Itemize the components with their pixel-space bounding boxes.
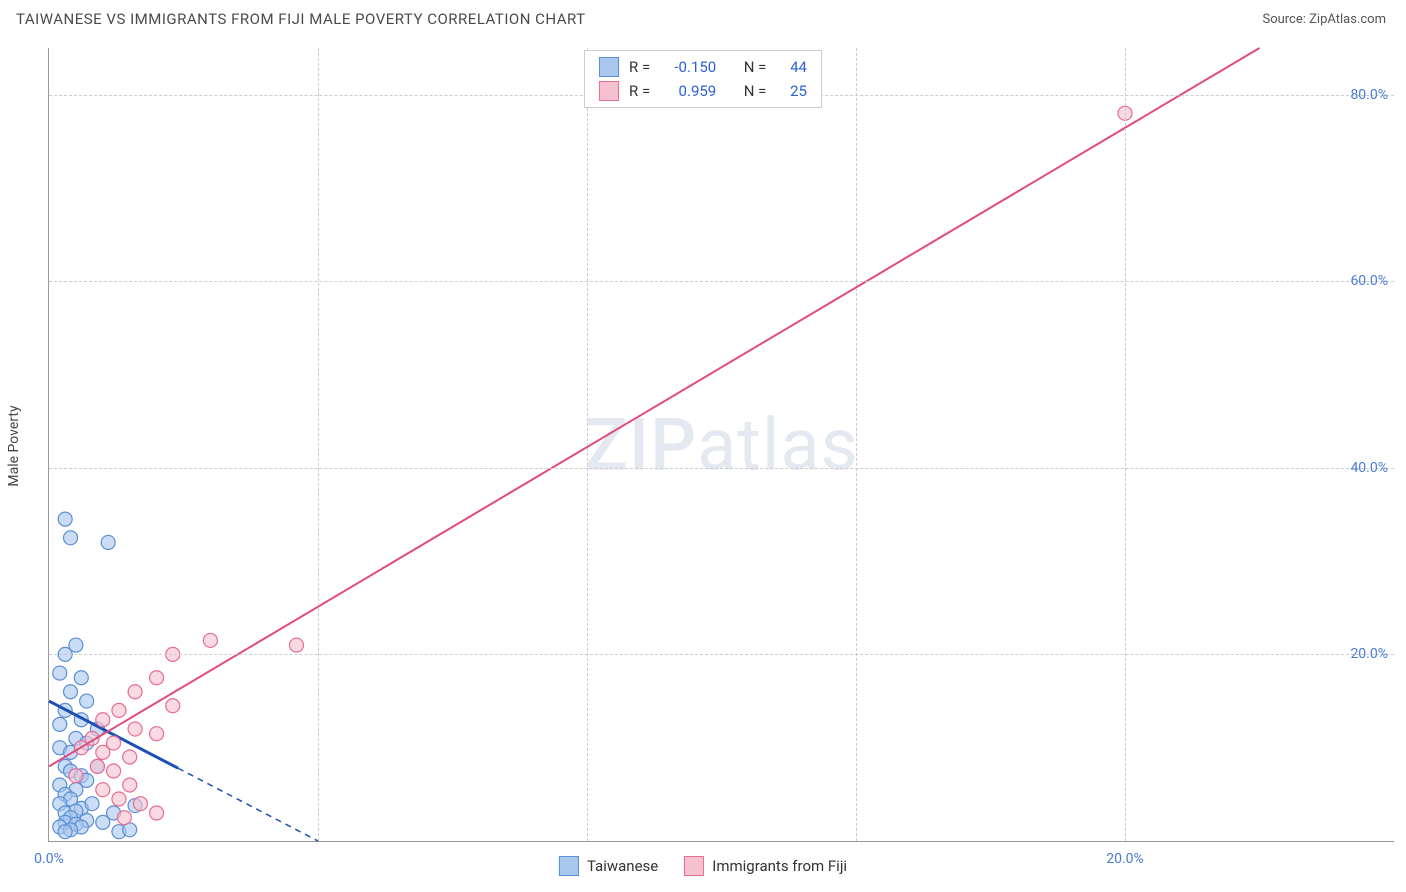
stat-n-label: N = <box>744 79 767 103</box>
stat-n-value: 44 <box>790 55 807 79</box>
data-point <box>150 727 164 741</box>
chart-header: TAIWANESE VS IMMIGRANTS FROM FIJI MALE P… <box>0 0 1406 34</box>
data-point <box>166 699 180 713</box>
data-point <box>112 703 126 717</box>
data-point <box>64 531 78 545</box>
data-point <box>58 825 72 839</box>
data-point <box>96 745 110 759</box>
stat-r-label: R = <box>629 55 650 79</box>
legend-item: Taiwanese <box>559 856 658 876</box>
legend-label: Taiwanese <box>587 857 658 875</box>
data-point <box>123 750 137 764</box>
legend-swatch <box>559 856 579 876</box>
scatter-svg <box>49 48 1394 841</box>
plot-area: ZIPatlas 20.0%40.0%60.0%80.0%0.0%20.0% <box>48 48 1394 842</box>
data-point <box>74 671 88 685</box>
gridline-h <box>49 654 1394 655</box>
stat-r-value: 0.959 <box>660 79 716 103</box>
legend: Taiwanese Immigrants from Fiji <box>559 856 847 876</box>
data-point <box>128 722 142 736</box>
data-point <box>90 759 104 773</box>
data-point <box>101 535 115 549</box>
gridline-h <box>49 281 1394 282</box>
y-axis-label: Male Poverty <box>6 405 22 486</box>
legend-swatch <box>599 57 619 77</box>
data-point <box>53 717 67 731</box>
stat-r-label: R = <box>629 79 650 103</box>
legend-item: Immigrants from Fiji <box>684 856 847 876</box>
gridline-v <box>1125 48 1126 841</box>
data-point <box>112 792 126 806</box>
data-point <box>64 685 78 699</box>
data-point <box>69 769 83 783</box>
data-point <box>58 512 72 526</box>
data-point <box>107 764 121 778</box>
y-tick-label: 40.0% <box>1350 460 1388 476</box>
data-point <box>150 671 164 685</box>
trend-line <box>49 48 1260 766</box>
trend-line-dashed <box>178 768 318 841</box>
data-point <box>128 685 142 699</box>
gridline-h <box>49 468 1394 469</box>
data-point <box>80 694 94 708</box>
data-point <box>150 806 164 820</box>
stat-n-label: N = <box>744 55 767 79</box>
correlation-stats-box: R = -0.150 N = 44 R = 0.959 N = 25 <box>584 50 822 108</box>
y-tick-label: 80.0% <box>1350 87 1388 103</box>
data-point <box>96 783 110 797</box>
legend-swatch <box>599 81 619 101</box>
stat-n-value: 25 <box>790 79 807 103</box>
stats-row: R = -0.150 N = 44 <box>599 55 807 79</box>
gridline-v <box>318 48 319 841</box>
data-point <box>85 797 99 811</box>
data-point <box>53 666 67 680</box>
legend-swatch <box>684 856 704 876</box>
chart-title: TAIWANESE VS IMMIGRANTS FROM FIJI MALE P… <box>16 10 586 28</box>
data-point <box>117 811 131 825</box>
source-attribution: Source: ZipAtlas.com <box>1262 12 1386 27</box>
y-tick-label: 20.0% <box>1350 646 1388 662</box>
data-point <box>203 633 217 647</box>
data-point <box>133 797 147 811</box>
legend-label: Immigrants from Fiji <box>712 857 847 875</box>
stat-r-value: -0.150 <box>660 55 716 79</box>
data-point <box>96 713 110 727</box>
gridline-v <box>856 48 857 841</box>
y-tick-label: 60.0% <box>1350 273 1388 289</box>
stats-row: R = 0.959 N = 25 <box>599 79 807 103</box>
data-point <box>123 778 137 792</box>
x-tick-label: 0.0% <box>34 851 64 867</box>
gridline-v <box>587 48 588 841</box>
data-point <box>289 638 303 652</box>
x-tick-label: 20.0% <box>1106 851 1144 867</box>
